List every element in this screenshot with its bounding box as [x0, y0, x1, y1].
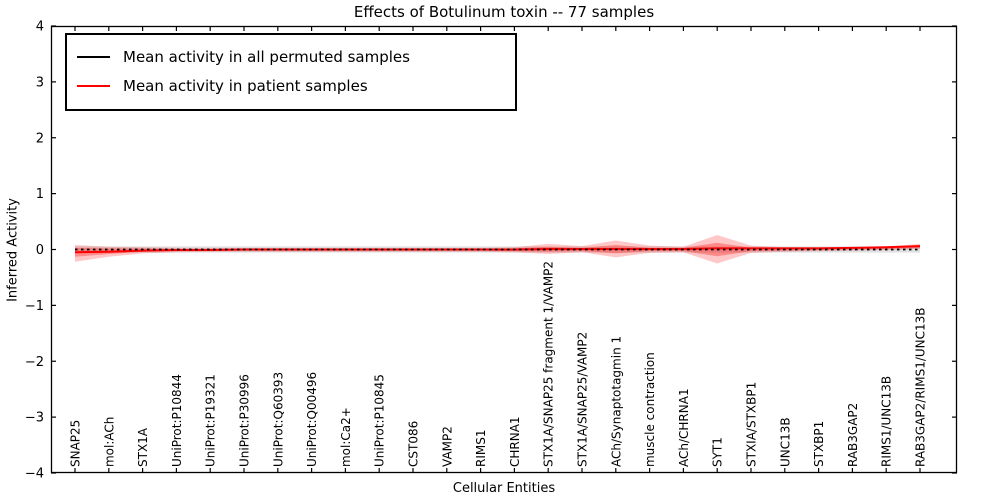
y-tick-label: −4	[25, 467, 44, 482]
x-tick-label: UniProt:P10845	[373, 374, 387, 467]
y-tick-label: 2	[36, 131, 44, 146]
legend-item-patient: Mean activity in patient samples	[77, 71, 507, 100]
x-tick-label: UniProt:Q60393	[271, 372, 285, 467]
x-tick-label: CHRNA1	[508, 416, 522, 467]
x-axis-label: Cellular Entities	[452, 481, 556, 496]
x-tick-label: STX1A	[136, 427, 150, 467]
y-tick-label: −1	[25, 299, 44, 314]
x-tick-label: UniProt:P10844	[170, 374, 184, 467]
x-tick-label: ACh/CHRNA1	[677, 388, 691, 467]
x-tick-label: mol:ACh	[102, 417, 116, 467]
x-tick-label: UniProt:Q00496	[305, 372, 319, 467]
x-tick-label: muscle contraction	[643, 352, 657, 467]
y-tick-label: 0	[36, 243, 44, 258]
x-tick-label: STXBP1	[812, 421, 826, 467]
x-tick-label: RAB3GAP2	[846, 403, 860, 467]
legend-item-permuted: Mean activity in all permuted samples	[77, 42, 507, 71]
x-tick-label: ACh/Synaptotagmin 1	[609, 336, 623, 467]
y-tick-label: 4	[36, 20, 44, 35]
y-tick-label: 3	[36, 75, 44, 90]
x-tick-label: STX1A/SNAP25 fragment 1/VAMP2	[542, 261, 556, 467]
x-tick-label: STX1A/SNAP25/VAMP2	[576, 332, 590, 467]
x-tick-label: UNC13B	[778, 417, 792, 467]
x-tick-label: SNAP25	[69, 420, 83, 467]
x-tick-label: RIMS1	[474, 430, 488, 467]
legend-label: Mean activity in patient samples	[123, 76, 368, 95]
x-tick-label: STXIA/STXBP1	[745, 382, 759, 467]
y-tick-label: 1	[36, 187, 44, 202]
x-tick-label: SYT1	[711, 437, 725, 467]
x-tick-label: UniProt:P30996	[238, 374, 252, 467]
legend-label: Mean activity in all permuted samples	[123, 47, 410, 66]
x-tick-label: mol:Ca2+	[339, 407, 353, 467]
x-tick-label: UniProt:P19321	[204, 374, 218, 467]
legend-line-sample-red	[77, 84, 110, 87]
x-tick-label: RIMS1/UNC13B	[880, 376, 894, 467]
x-tick-label: CST086	[407, 421, 421, 467]
x-tick-label: VAMP2	[440, 426, 454, 467]
x-tick-label: RAB3GAP2/RIMS1/UNC13B	[914, 307, 928, 467]
legend-line-sample-black	[77, 55, 110, 58]
y-tick-label: −3	[25, 411, 44, 426]
chart-title: Effects of Botulinum toxin -- 77 samples	[353, 3, 655, 21]
y-tick-label: −2	[25, 355, 44, 370]
legend: Mean activity in all permuted samples Me…	[65, 33, 517, 111]
y-axis-label: Inferred Activity	[5, 198, 21, 302]
